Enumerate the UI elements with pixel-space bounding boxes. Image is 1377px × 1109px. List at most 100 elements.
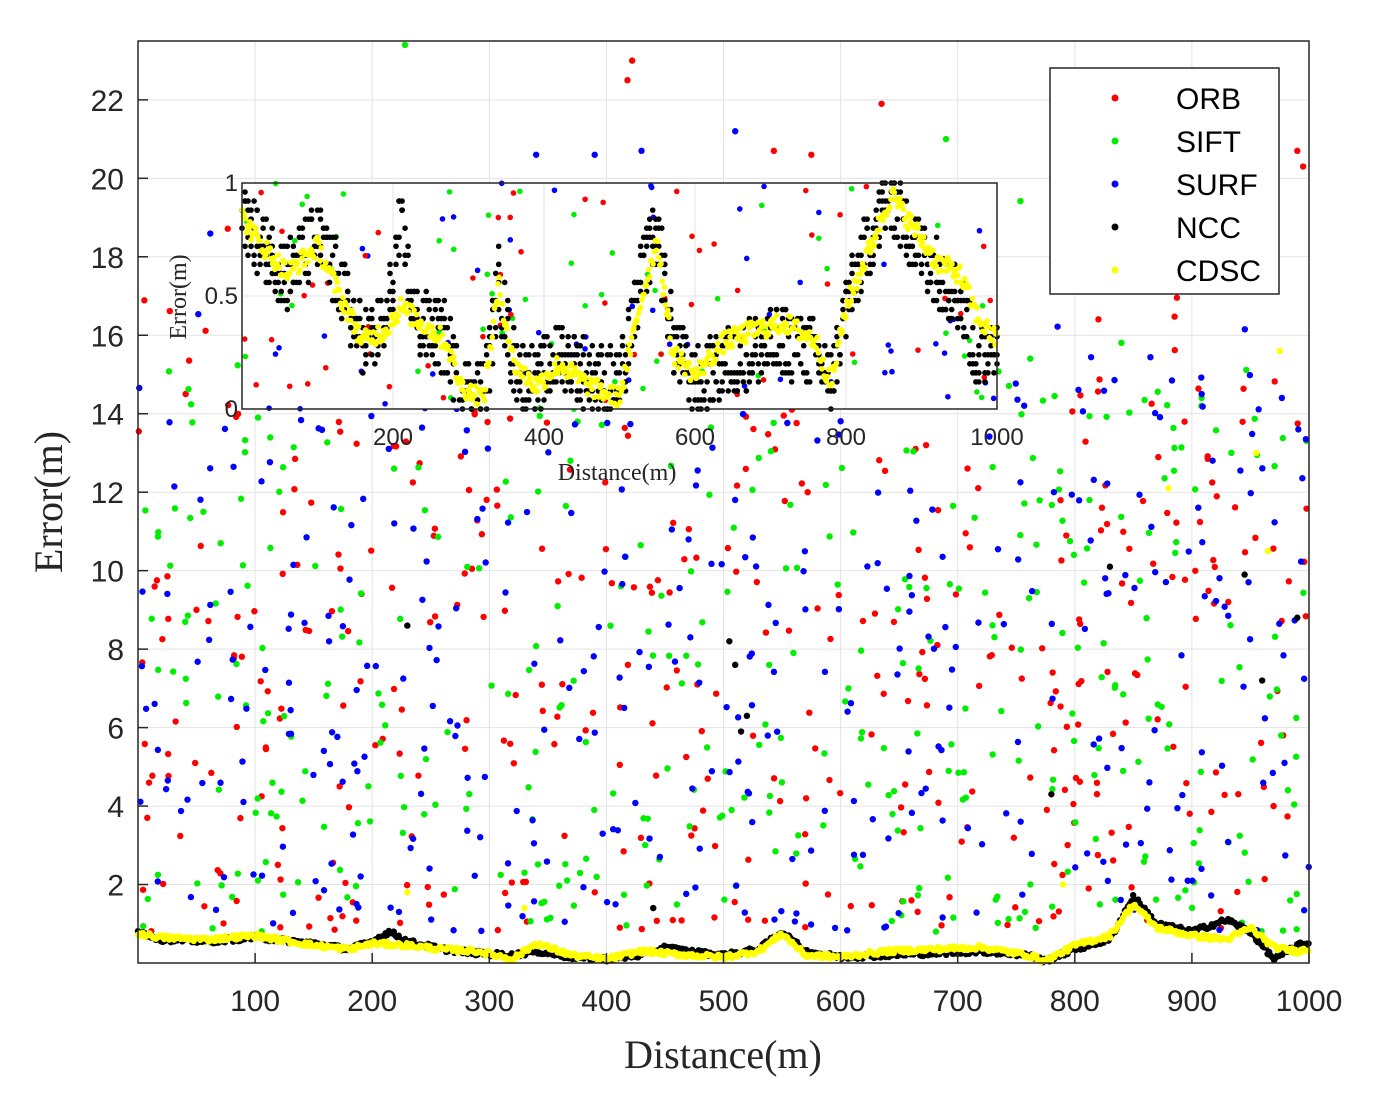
- inset-x-tick-label: 200: [373, 424, 413, 451]
- data-point: [1257, 739, 1265, 747]
- data-point: [595, 623, 602, 631]
- data-point: [1168, 377, 1176, 384]
- data-point: [683, 342, 689, 349]
- data-point: [1260, 779, 1267, 786]
- data-point: [903, 252, 910, 259]
- data-point: [566, 684, 573, 692]
- data-point: [601, 568, 608, 575]
- data-point: [353, 342, 360, 349]
- data-point: [640, 252, 647, 259]
- data-point: [513, 807, 520, 815]
- data-point: [357, 678, 364, 685]
- data-point: [741, 794, 748, 801]
- data-point: [438, 306, 445, 313]
- data-point: [777, 376, 784, 383]
- data-point: [576, 735, 583, 743]
- data-point: [350, 310, 356, 317]
- data-point: [291, 237, 298, 244]
- data-point: [405, 252, 411, 259]
- data-point: [323, 225, 330, 231]
- data-point: [783, 322, 790, 328]
- data-point: [628, 57, 636, 64]
- data-point: [368, 547, 375, 554]
- data-point: [1195, 385, 1202, 392]
- data-point: [649, 207, 656, 213]
- data-point: [1036, 497, 1043, 504]
- data-point: [688, 832, 695, 839]
- data-point: [833, 360, 840, 367]
- data-point: [880, 744, 888, 752]
- data-point: [534, 388, 541, 394]
- data-point: [831, 924, 839, 932]
- data-point: [154, 878, 161, 885]
- data-point: [918, 261, 925, 268]
- data-point: [662, 252, 668, 259]
- data-point: [685, 536, 692, 543]
- data-point: [655, 243, 662, 250]
- data-point: [1106, 563, 1114, 570]
- data-point: [1189, 877, 1196, 884]
- data-point: [324, 680, 332, 687]
- data-point: [1055, 908, 1063, 915]
- data-point: [355, 323, 362, 330]
- data-point: [683, 753, 690, 761]
- data-point: [686, 397, 692, 403]
- data-point: [916, 670, 923, 678]
- data-point: [643, 243, 650, 250]
- data-point: [1095, 316, 1102, 323]
- data-point: [1004, 921, 1011, 929]
- data-point: [304, 193, 310, 200]
- data-point: [299, 255, 305, 261]
- data-point: [393, 261, 399, 268]
- data-point: [1236, 832, 1243, 839]
- data-point: [827, 635, 834, 643]
- data-point: [1246, 636, 1254, 643]
- data-point: [496, 274, 502, 281]
- data-point: [1246, 371, 1254, 379]
- data-point: [328, 607, 336, 615]
- data-point: [628, 334, 635, 341]
- data-point: [925, 768, 933, 776]
- data-point: [1239, 418, 1246, 425]
- data-point: [471, 411, 478, 418]
- data-point: [1109, 730, 1117, 738]
- data-point: [264, 239, 270, 246]
- data-point: [803, 370, 810, 376]
- data-point: [136, 384, 143, 392]
- data-point: [731, 898, 738, 906]
- y-tick-label: 18: [91, 242, 124, 275]
- data-point: [555, 370, 561, 377]
- data-point: [268, 336, 275, 343]
- data-point: [939, 553, 946, 560]
- data-point: [694, 467, 701, 474]
- data-point: [545, 449, 552, 456]
- data-point: [934, 506, 942, 514]
- data-point: [435, 297, 442, 304]
- data-point: [1148, 523, 1155, 531]
- data-point: [801, 831, 809, 838]
- data-point: [837, 418, 844, 425]
- data-point: [1152, 568, 1159, 576]
- data-point: [1035, 917, 1043, 925]
- data-point: [333, 275, 339, 281]
- data-point: [582, 738, 590, 746]
- data-point: [908, 897, 915, 904]
- data-point: [396, 919, 404, 927]
- data-point: [624, 432, 632, 439]
- data-point: [966, 284, 972, 290]
- data-point: [1277, 732, 1285, 739]
- data-point: [691, 825, 698, 832]
- data-point: [883, 585, 891, 592]
- data-point: [390, 465, 398, 472]
- data-point: [1163, 401, 1171, 409]
- data-point: [589, 709, 597, 716]
- data-point: [257, 678, 264, 685]
- data-point: [562, 388, 568, 394]
- data-point: [612, 378, 618, 385]
- data-point: [988, 342, 994, 349]
- data-point: [159, 635, 166, 643]
- data-point: [616, 924, 624, 931]
- data-point: [821, 668, 829, 676]
- data-point: [692, 482, 700, 489]
- data-point: [653, 358, 660, 364]
